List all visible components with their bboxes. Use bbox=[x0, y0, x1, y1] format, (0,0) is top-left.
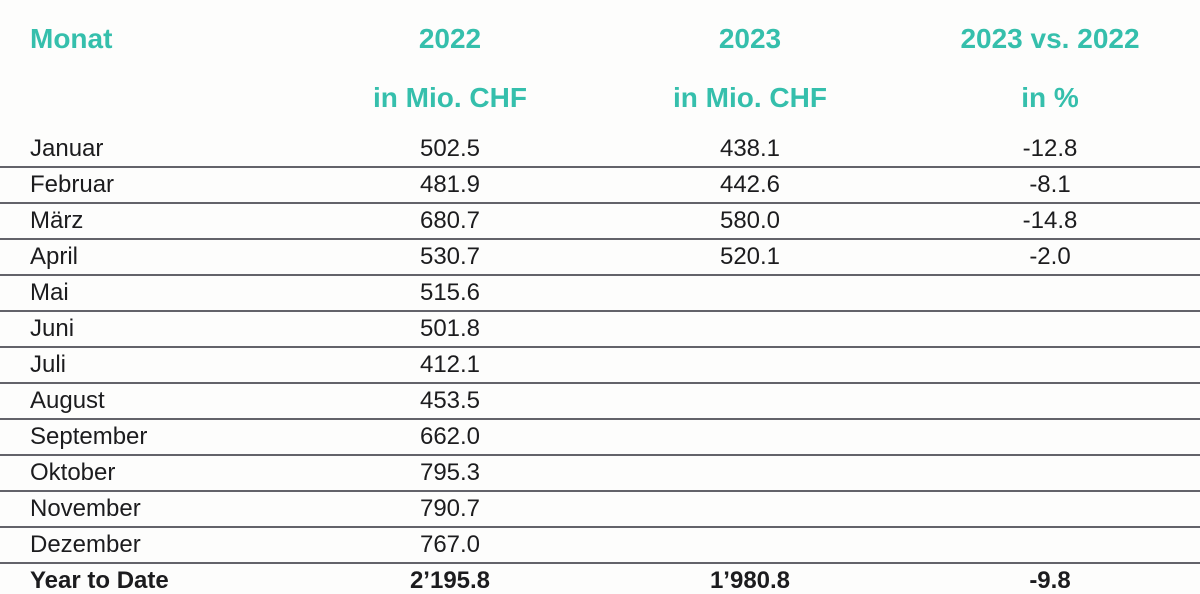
cell-2023-value bbox=[600, 275, 900, 311]
cell-2022-value: 481.9 bbox=[419, 171, 481, 198]
year-to-date-pct-value: -9.8 bbox=[1029, 567, 1071, 594]
table-row: August 453.5 bbox=[0, 383, 1200, 419]
year-to-date-2023-value: 1’980.8 bbox=[709, 567, 791, 594]
cell-month: Januar bbox=[30, 135, 104, 162]
year-to-date-row: Year to Date 2’195.8 1’980.8 -9.8 bbox=[0, 563, 1200, 594]
table-row: März 680.7 580.0 -14.8 bbox=[0, 203, 1200, 239]
cell-month: August bbox=[30, 387, 105, 414]
column-subheader-2023-unit: in Mio. CHF bbox=[673, 82, 827, 113]
cell-2022-value: 453.5 bbox=[419, 387, 481, 414]
column-subheader-empty bbox=[0, 70, 300, 132]
cell-2023-value bbox=[600, 527, 900, 563]
cell-month: Juni bbox=[30, 315, 75, 342]
cell-pct-value bbox=[900, 455, 1200, 491]
header-unit-row: in Mio. CHF in Mio. CHF in % bbox=[0, 70, 1200, 132]
cell-pct-value bbox=[900, 527, 1200, 563]
table-row: April 530.7 520.1 -2.0 bbox=[0, 239, 1200, 275]
year-to-date-2022-value: 2’195.8 bbox=[409, 567, 491, 594]
cell-pct-value: -14.8 bbox=[1022, 207, 1078, 234]
table-row: Dezember 767.0 bbox=[0, 527, 1200, 563]
column-subheader-pct-unit: in % bbox=[1021, 82, 1079, 113]
cell-2022-value: 795.3 bbox=[419, 459, 481, 486]
cell-month: Juli bbox=[30, 351, 67, 378]
cell-month: Dezember bbox=[30, 531, 141, 558]
cell-2023-value: 520.1 bbox=[719, 243, 781, 270]
cell-2023-value: 580.0 bbox=[719, 207, 781, 234]
table-header: Monat 2022 2023 2023 vs. 2022 in Mio. CH… bbox=[0, 0, 1200, 132]
column-header-2023: 2023 bbox=[718, 23, 782, 54]
cell-pct-value bbox=[900, 383, 1200, 419]
table-row: Oktober 795.3 bbox=[0, 455, 1200, 491]
column-header-2023-vs-2022: 2023 vs. 2022 bbox=[960, 23, 1140, 54]
cell-pct-value bbox=[900, 311, 1200, 347]
cell-2023-value bbox=[600, 311, 900, 347]
cell-pct-value: -2.0 bbox=[1029, 243, 1071, 270]
cell-2023-value bbox=[600, 383, 900, 419]
cell-2023-value: 442.6 bbox=[719, 171, 781, 198]
cell-pct-value: -12.8 bbox=[1022, 135, 1078, 162]
cell-month: September bbox=[30, 423, 148, 450]
header-year-row: Monat 2022 2023 2023 vs. 2022 bbox=[0, 0, 1200, 70]
cell-2023-value bbox=[600, 347, 900, 383]
table-row: Juni 501.8 bbox=[0, 311, 1200, 347]
cell-month: März bbox=[30, 207, 84, 234]
cell-2022-value: 767.0 bbox=[419, 531, 481, 558]
cell-month: Februar bbox=[30, 171, 115, 198]
table-row: Februar 481.9 442.6 -8.1 bbox=[0, 167, 1200, 203]
cell-pct-value bbox=[900, 419, 1200, 455]
cell-2022-value: 501.8 bbox=[419, 315, 481, 342]
cell-2022-value: 530.7 bbox=[419, 243, 481, 270]
cell-2023-value bbox=[600, 455, 900, 491]
cell-2022-value: 502.5 bbox=[419, 135, 481, 162]
table-row: September 662.0 bbox=[0, 419, 1200, 455]
column-header-monat: Monat bbox=[30, 23, 113, 54]
cell-pct-value bbox=[900, 491, 1200, 527]
cell-pct-value bbox=[900, 347, 1200, 383]
column-header-2022: 2022 bbox=[418, 23, 482, 54]
table-row: Januar 502.5 438.1 -12.8 bbox=[0, 132, 1200, 167]
year-to-date-label: Year to Date bbox=[30, 567, 169, 594]
table-row: Juli 412.1 bbox=[0, 347, 1200, 383]
cell-month: April bbox=[30, 243, 79, 270]
cell-pct-value: -8.1 bbox=[1029, 171, 1071, 198]
table-row: November 790.7 bbox=[0, 491, 1200, 527]
cell-month: November bbox=[30, 495, 141, 522]
cell-2022-value: 515.6 bbox=[419, 279, 481, 306]
cell-2022-value: 662.0 bbox=[419, 423, 481, 450]
cell-2023-value: 438.1 bbox=[719, 135, 781, 162]
cell-2022-value: 680.7 bbox=[419, 207, 481, 234]
cell-2023-value bbox=[600, 491, 900, 527]
cell-pct-value bbox=[900, 275, 1200, 311]
cell-2022-value: 412.1 bbox=[419, 351, 481, 378]
cell-2023-value bbox=[600, 419, 900, 455]
table-body: Januar 502.5 438.1 -12.8 Februar 481.9 4… bbox=[0, 132, 1200, 594]
cell-month: Mai bbox=[30, 279, 69, 306]
column-subheader-2022-unit: in Mio. CHF bbox=[373, 82, 527, 113]
cell-month: Oktober bbox=[30, 459, 116, 486]
table-row: Mai 515.6 bbox=[0, 275, 1200, 311]
cell-2022-value: 790.7 bbox=[419, 495, 481, 522]
